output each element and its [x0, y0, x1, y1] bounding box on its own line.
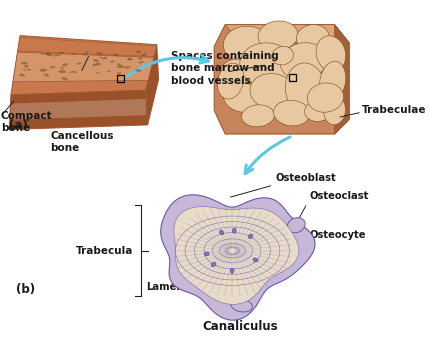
Text: (b): (b)	[16, 283, 36, 295]
Ellipse shape	[44, 74, 49, 76]
Ellipse shape	[135, 51, 141, 53]
Ellipse shape	[272, 46, 293, 65]
Ellipse shape	[117, 65, 124, 68]
Ellipse shape	[307, 83, 344, 112]
Ellipse shape	[258, 21, 298, 50]
Ellipse shape	[230, 268, 234, 273]
Polygon shape	[11, 99, 146, 120]
Polygon shape	[146, 45, 159, 125]
Ellipse shape	[27, 69, 31, 71]
Ellipse shape	[46, 53, 53, 56]
Ellipse shape	[280, 43, 327, 80]
Ellipse shape	[50, 66, 55, 68]
Ellipse shape	[61, 77, 68, 80]
Ellipse shape	[40, 54, 43, 55]
Text: Trabecula: Trabecula	[76, 246, 133, 256]
Bar	[289, 74, 296, 81]
Ellipse shape	[58, 52, 64, 54]
Ellipse shape	[77, 63, 81, 64]
Ellipse shape	[250, 74, 297, 111]
Ellipse shape	[138, 57, 143, 60]
Ellipse shape	[110, 60, 115, 63]
Ellipse shape	[324, 96, 346, 125]
Ellipse shape	[138, 61, 144, 64]
Polygon shape	[11, 36, 157, 95]
Polygon shape	[13, 52, 154, 82]
Ellipse shape	[107, 70, 111, 72]
Ellipse shape	[58, 55, 61, 56]
Ellipse shape	[224, 83, 263, 112]
Ellipse shape	[135, 69, 141, 72]
Ellipse shape	[240, 43, 295, 86]
Ellipse shape	[233, 228, 236, 233]
Text: Compact
bone: Compact bone	[1, 111, 52, 133]
Ellipse shape	[127, 58, 133, 61]
Ellipse shape	[72, 53, 75, 54]
Text: Osteoclast: Osteoclast	[309, 191, 369, 201]
Ellipse shape	[220, 230, 224, 235]
Ellipse shape	[21, 62, 28, 65]
Ellipse shape	[102, 56, 108, 60]
Ellipse shape	[72, 71, 77, 73]
Ellipse shape	[44, 53, 50, 56]
Ellipse shape	[319, 61, 346, 101]
Polygon shape	[18, 37, 157, 56]
Text: Canaliculus: Canaliculus	[202, 320, 277, 333]
Polygon shape	[214, 25, 349, 134]
Ellipse shape	[224, 26, 274, 67]
Ellipse shape	[304, 99, 334, 121]
Ellipse shape	[296, 25, 329, 50]
Ellipse shape	[96, 52, 103, 55]
Text: Trabeculae: Trabeculae	[362, 105, 427, 115]
Ellipse shape	[113, 54, 119, 56]
Ellipse shape	[99, 57, 102, 58]
Text: Lamellae: Lamellae	[146, 282, 197, 292]
Ellipse shape	[316, 36, 346, 72]
Ellipse shape	[40, 69, 47, 72]
Ellipse shape	[83, 54, 88, 55]
Ellipse shape	[117, 72, 121, 74]
Polygon shape	[225, 25, 349, 43]
Ellipse shape	[93, 59, 99, 62]
Ellipse shape	[221, 59, 253, 85]
Ellipse shape	[242, 105, 274, 127]
Polygon shape	[9, 90, 147, 129]
Ellipse shape	[211, 262, 216, 266]
Ellipse shape	[273, 100, 310, 126]
Text: Osteoblast: Osteoblast	[275, 173, 336, 183]
Ellipse shape	[92, 64, 98, 66]
Ellipse shape	[253, 258, 258, 262]
Bar	[117, 75, 124, 82]
Polygon shape	[335, 25, 349, 134]
Ellipse shape	[218, 63, 244, 99]
Ellipse shape	[124, 66, 130, 69]
Ellipse shape	[285, 63, 326, 114]
Ellipse shape	[60, 67, 64, 69]
Text: Osteocyte: Osteocyte	[309, 230, 366, 240]
Ellipse shape	[204, 252, 209, 256]
Polygon shape	[174, 207, 299, 304]
Ellipse shape	[117, 63, 121, 65]
Ellipse shape	[58, 70, 66, 73]
Polygon shape	[161, 195, 315, 320]
Ellipse shape	[231, 299, 252, 312]
Text: (a): (a)	[9, 119, 28, 131]
Ellipse shape	[53, 54, 58, 56]
Ellipse shape	[96, 72, 99, 73]
Ellipse shape	[23, 70, 26, 71]
Text: Spaces containing
bone marrow and
blood vessels: Spaces containing bone marrow and blood …	[172, 51, 279, 86]
Text: Cancellous
bone: Cancellous bone	[50, 131, 114, 153]
Ellipse shape	[141, 53, 147, 56]
Ellipse shape	[96, 63, 101, 65]
Ellipse shape	[24, 65, 29, 67]
Ellipse shape	[249, 234, 253, 238]
Ellipse shape	[85, 52, 89, 53]
Ellipse shape	[62, 63, 68, 66]
Ellipse shape	[19, 74, 25, 76]
Ellipse shape	[127, 58, 131, 60]
Ellipse shape	[287, 218, 305, 233]
Ellipse shape	[69, 71, 72, 73]
